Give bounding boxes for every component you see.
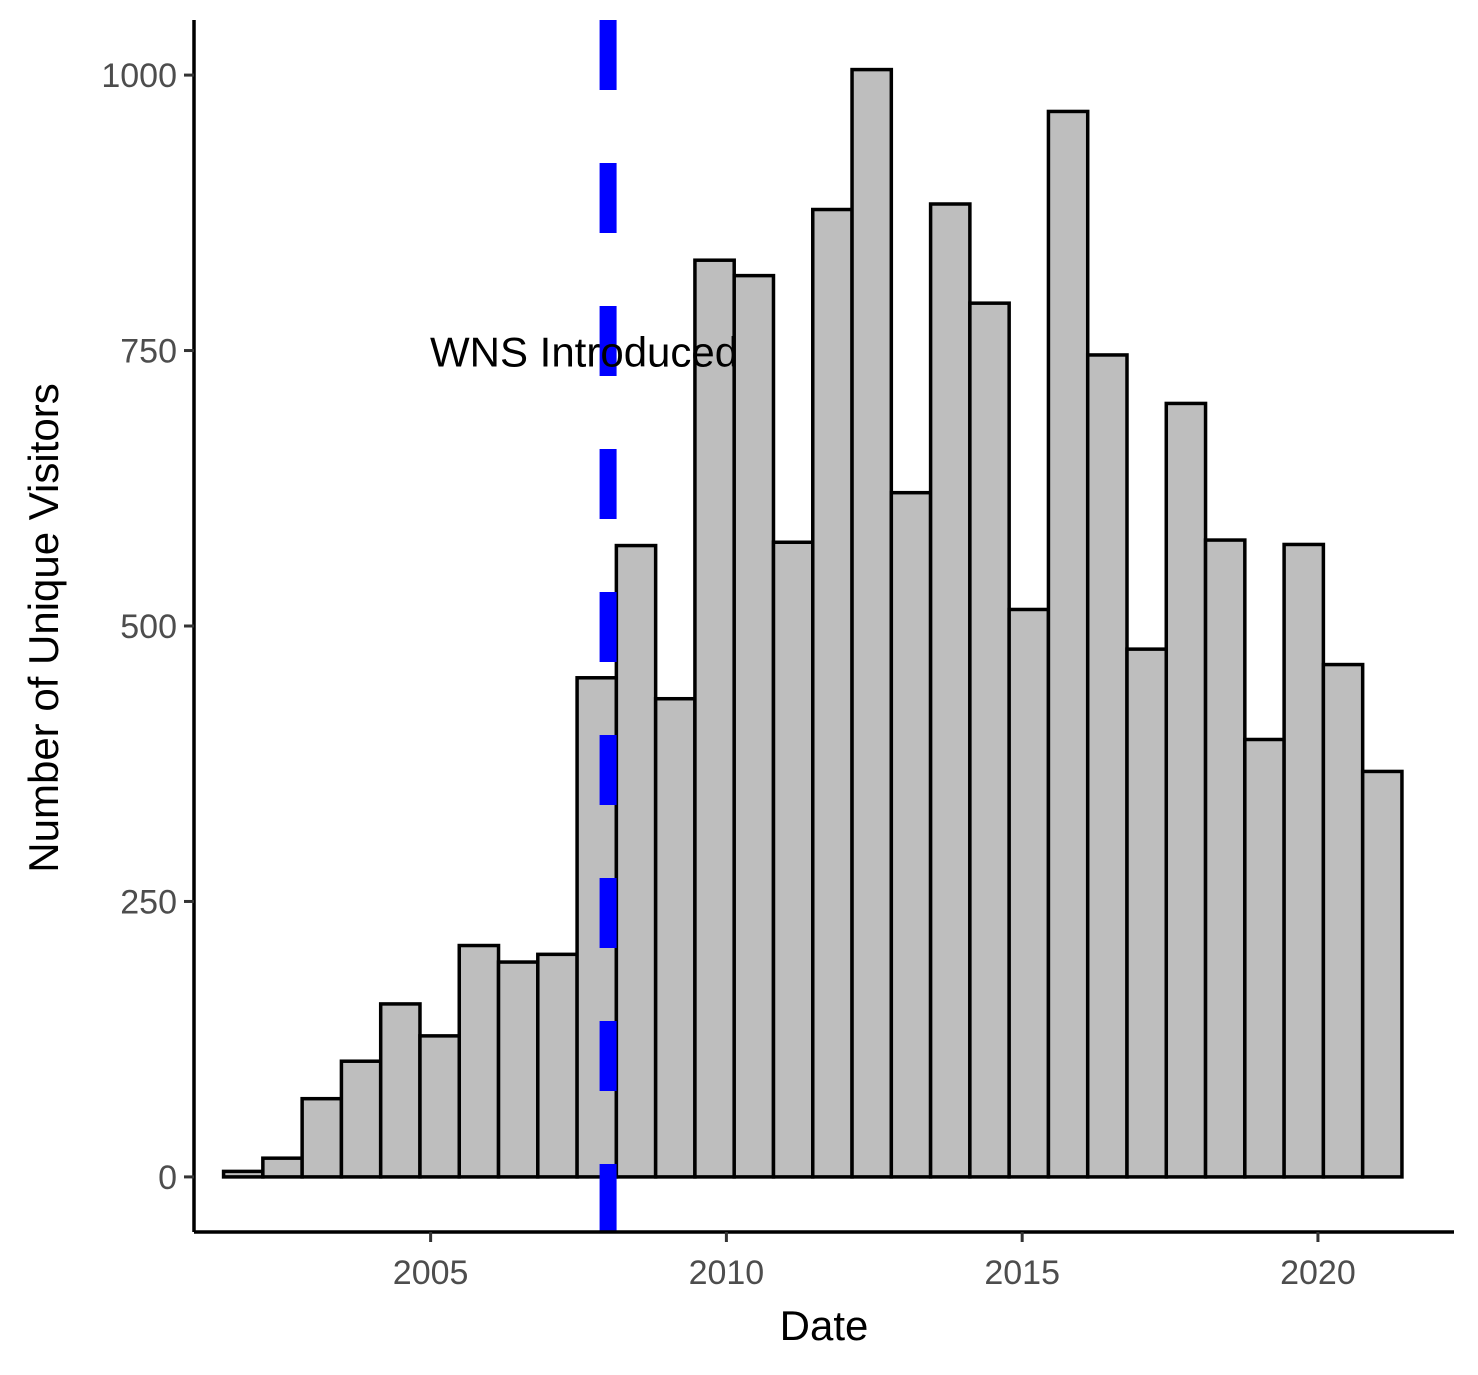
histogram-bar [261,1156,304,1179]
x-tick-label: 2010 [689,1254,765,1292]
histogram-bar [653,696,697,1179]
histogram-bar [457,943,501,1179]
y-tick-label: 750 [120,333,177,371]
y-axis-ticks: 0 250 500 750 1000 [101,57,194,1197]
histogram-bar [1282,542,1326,1179]
x-axis-ticks: 2005 2010 2015 2020 [393,1232,1356,1292]
histogram-bar [1046,109,1090,1179]
histogram-bar [928,202,972,1179]
histogram-bar [614,543,658,1179]
histogram-bar [1125,647,1169,1179]
histogram-bar [536,952,579,1179]
histogram-bar [1243,737,1286,1179]
histogram-bar [496,960,540,1179]
histogram-bar [968,301,1011,1179]
y-axis-title: Number of Unique Visitors [20,383,67,872]
histogram-bar [850,67,894,1179]
wns-introduced-annotation: WNS Introduced [430,329,738,376]
x-tick-label: 2015 [984,1254,1060,1292]
histogram-bar [811,207,854,1179]
histogram-bar [1164,401,1208,1179]
histogram-bar [1321,662,1365,1179]
histogram-bar [221,1169,265,1179]
histogram-bar [339,1059,383,1179]
histogram-bar [300,1096,344,1179]
y-tick-label: 0 [158,1159,177,1197]
histogram-bar [771,540,815,1179]
histogram-bar [1203,538,1247,1179]
histogram-bar [732,273,776,1179]
histogram-bar [693,258,736,1179]
x-tick-label: 2005 [393,1254,469,1292]
histogram-bar [378,1002,422,1179]
y-tick-label: 250 [120,883,177,921]
histogram-bar [418,1034,462,1179]
histogram-bars [221,67,1404,1179]
x-tick-label: 2020 [1280,1254,1356,1292]
y-tick-label: 500 [120,608,177,646]
histogram-bar [889,490,933,1179]
histogram-bar [1085,353,1129,1179]
y-tick-label: 1000 [101,57,177,95]
histogram-bar [1007,607,1051,1179]
histogram-bar [1360,769,1404,1179]
x-axis-title: Date [780,1302,869,1349]
